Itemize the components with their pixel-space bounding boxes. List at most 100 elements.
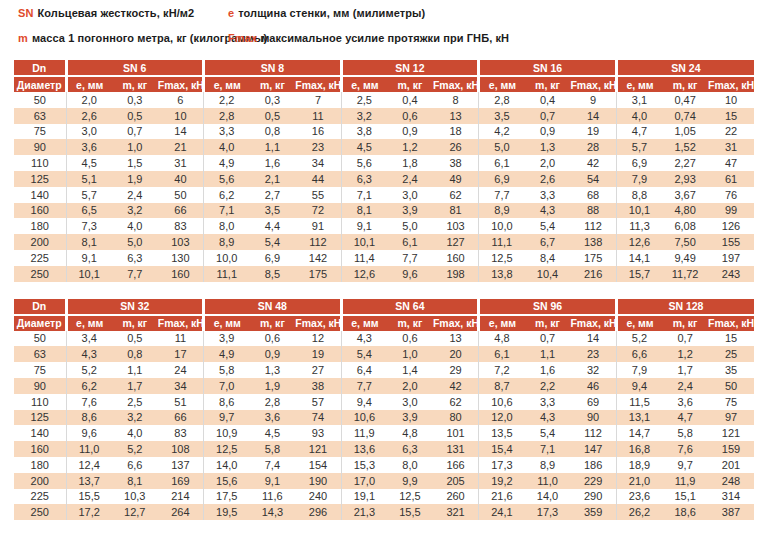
group-header-sn-128: SN 128 — [616, 299, 754, 315]
value-cell: 20 — [433, 346, 479, 362]
value-cell: 62 — [433, 394, 479, 410]
value-cell: 290 — [570, 489, 616, 505]
value-cell: 4,5 — [341, 139, 387, 155]
value-cell: 19,2 — [479, 473, 525, 489]
value-cell: 5,2 — [112, 441, 158, 457]
value-cell: 6,2 — [66, 378, 112, 394]
value-cell: 0,3 — [249, 92, 295, 108]
value-cell: 19,5 — [204, 504, 250, 520]
value-cell: 7,1 — [525, 441, 571, 457]
value-cell: 93 — [295, 425, 341, 441]
value-cell: 103 — [158, 234, 204, 250]
value-cell: 12,5 — [387, 489, 433, 505]
value-cell: 1,6 — [249, 155, 295, 171]
value-cell: 6,9 — [616, 155, 662, 171]
value-cell: 10,3 — [112, 489, 158, 505]
table-row: 1409,64,08310,94,59311,94,810113,55,4112… — [14, 425, 754, 441]
value-cell: 11,0 — [66, 441, 112, 457]
dn-cell: 50 — [14, 92, 66, 108]
value-cell: 10,1 — [66, 266, 112, 282]
value-cell: 3,2 — [341, 108, 387, 124]
table-row: 18012,46,613714,07,415415,38,016617,38,9… — [14, 457, 754, 473]
value-cell: 7,7 — [479, 187, 525, 203]
value-cell: 15,1 — [662, 489, 708, 505]
dn-cell: 125 — [14, 171, 66, 187]
value-cell: 81 — [433, 203, 479, 219]
value-cell: 6,1 — [479, 346, 525, 362]
value-cell: 55 — [295, 187, 341, 203]
value-cell: 138 — [570, 234, 616, 250]
col-header: m, кг — [387, 76, 433, 92]
value-cell: 62 — [433, 187, 479, 203]
col-header: Fmax, кН — [295, 315, 341, 331]
table-row: 1104,51,5314,91,6345,61,8386,12,0426,92,… — [14, 155, 754, 171]
value-cell: 10 — [158, 108, 204, 124]
dn-cell: 250 — [14, 504, 66, 520]
value-cell: 2,1 — [249, 171, 295, 187]
value-cell: 14,7 — [616, 425, 662, 441]
value-cell: 5,0 — [387, 218, 433, 234]
value-cell: 359 — [570, 504, 616, 520]
value-cell: 21,6 — [479, 489, 525, 505]
value-cell: 3,6 — [662, 394, 708, 410]
table-row: 906,21,7347,01,9387,72,0428,72,2469,42,4… — [14, 378, 754, 394]
table-row: 634,30,8174,90,9195,41,0206,11,1236,61,2… — [14, 346, 754, 362]
table-row: 1107,62,5518,62,8579,43,06210,63,36911,5… — [14, 394, 754, 410]
value-cell: 1,7 — [662, 362, 708, 378]
value-cell: 4,3 — [525, 410, 571, 426]
value-cell: 4,9 — [204, 346, 250, 362]
value-cell: 0,7 — [112, 124, 158, 140]
dn-cell: 140 — [14, 187, 66, 203]
value-cell: 0,74 — [662, 108, 708, 124]
value-cell: 34 — [158, 378, 204, 394]
value-cell: 4,5 — [66, 155, 112, 171]
value-cell: 6,9 — [249, 250, 295, 266]
value-cell: 160 — [158, 266, 204, 282]
value-cell: 260 — [433, 489, 479, 505]
value-cell: 9 — [570, 92, 616, 108]
value-cell: 1,9 — [249, 378, 295, 394]
value-cell: 186 — [570, 457, 616, 473]
value-cell: 1,1 — [249, 139, 295, 155]
dn-cell: 110 — [14, 394, 66, 410]
value-cell: 14,0 — [525, 489, 571, 505]
legend-text-fmax: максимальное усилие протяжки при ГНБ, кН — [261, 32, 509, 44]
value-cell: 14,0 — [204, 457, 250, 473]
value-cell: 12,0 — [479, 410, 525, 426]
value-cell: 1,0 — [112, 139, 158, 155]
value-cell: 6,1 — [479, 155, 525, 171]
value-cell: 8,9 — [525, 457, 571, 473]
legend-item-fmax: Fmaxмаксимальное усилие протяжки при ГНБ… — [228, 32, 768, 44]
col-header: e, мм — [341, 315, 387, 331]
value-cell: 6,5 — [66, 203, 112, 219]
value-cell: 54 — [570, 171, 616, 187]
value-cell: 6,7 — [525, 234, 571, 250]
value-cell: 7,7 — [341, 378, 387, 394]
sn-table-high-wrap: DnSN 32SN 48SN 64SN 96SN 128Диаметрe, мм… — [14, 299, 754, 521]
legend-item-m: mмасса 1 погонного метра, кг (килограммы… — [18, 32, 228, 44]
value-cell: 42 — [433, 378, 479, 394]
value-cell: 50 — [158, 187, 204, 203]
value-cell: 216 — [570, 266, 616, 282]
value-cell: 2,0 — [525, 155, 571, 171]
value-cell: 3,5 — [249, 203, 295, 219]
value-cell: 2,4 — [112, 187, 158, 203]
col-header: Fmax, кН — [158, 315, 204, 331]
value-cell: 23 — [570, 346, 616, 362]
legend-item-e: eтолщина стенки, мм (милиметры) — [228, 7, 768, 19]
value-cell: 17 — [158, 346, 204, 362]
group-header-sn-32: SN 32 — [66, 299, 204, 315]
value-cell: 1,3 — [249, 362, 295, 378]
value-cell: 1,2 — [387, 139, 433, 155]
value-cell: 5,8 — [662, 425, 708, 441]
col-header: m, кг — [387, 315, 433, 331]
value-cell: 3,3 — [525, 187, 571, 203]
value-cell: 2,2 — [525, 378, 571, 394]
table-row: 20013,78,116915,69,119017,09,920519,211,… — [14, 473, 754, 489]
dn-cell: 160 — [14, 203, 66, 219]
value-cell: 137 — [158, 457, 204, 473]
group-header-sn-64: SN 64 — [341, 299, 479, 315]
value-cell: 7,7 — [112, 266, 158, 282]
value-cell: 7,50 — [662, 234, 708, 250]
value-cell: 26 — [433, 139, 479, 155]
